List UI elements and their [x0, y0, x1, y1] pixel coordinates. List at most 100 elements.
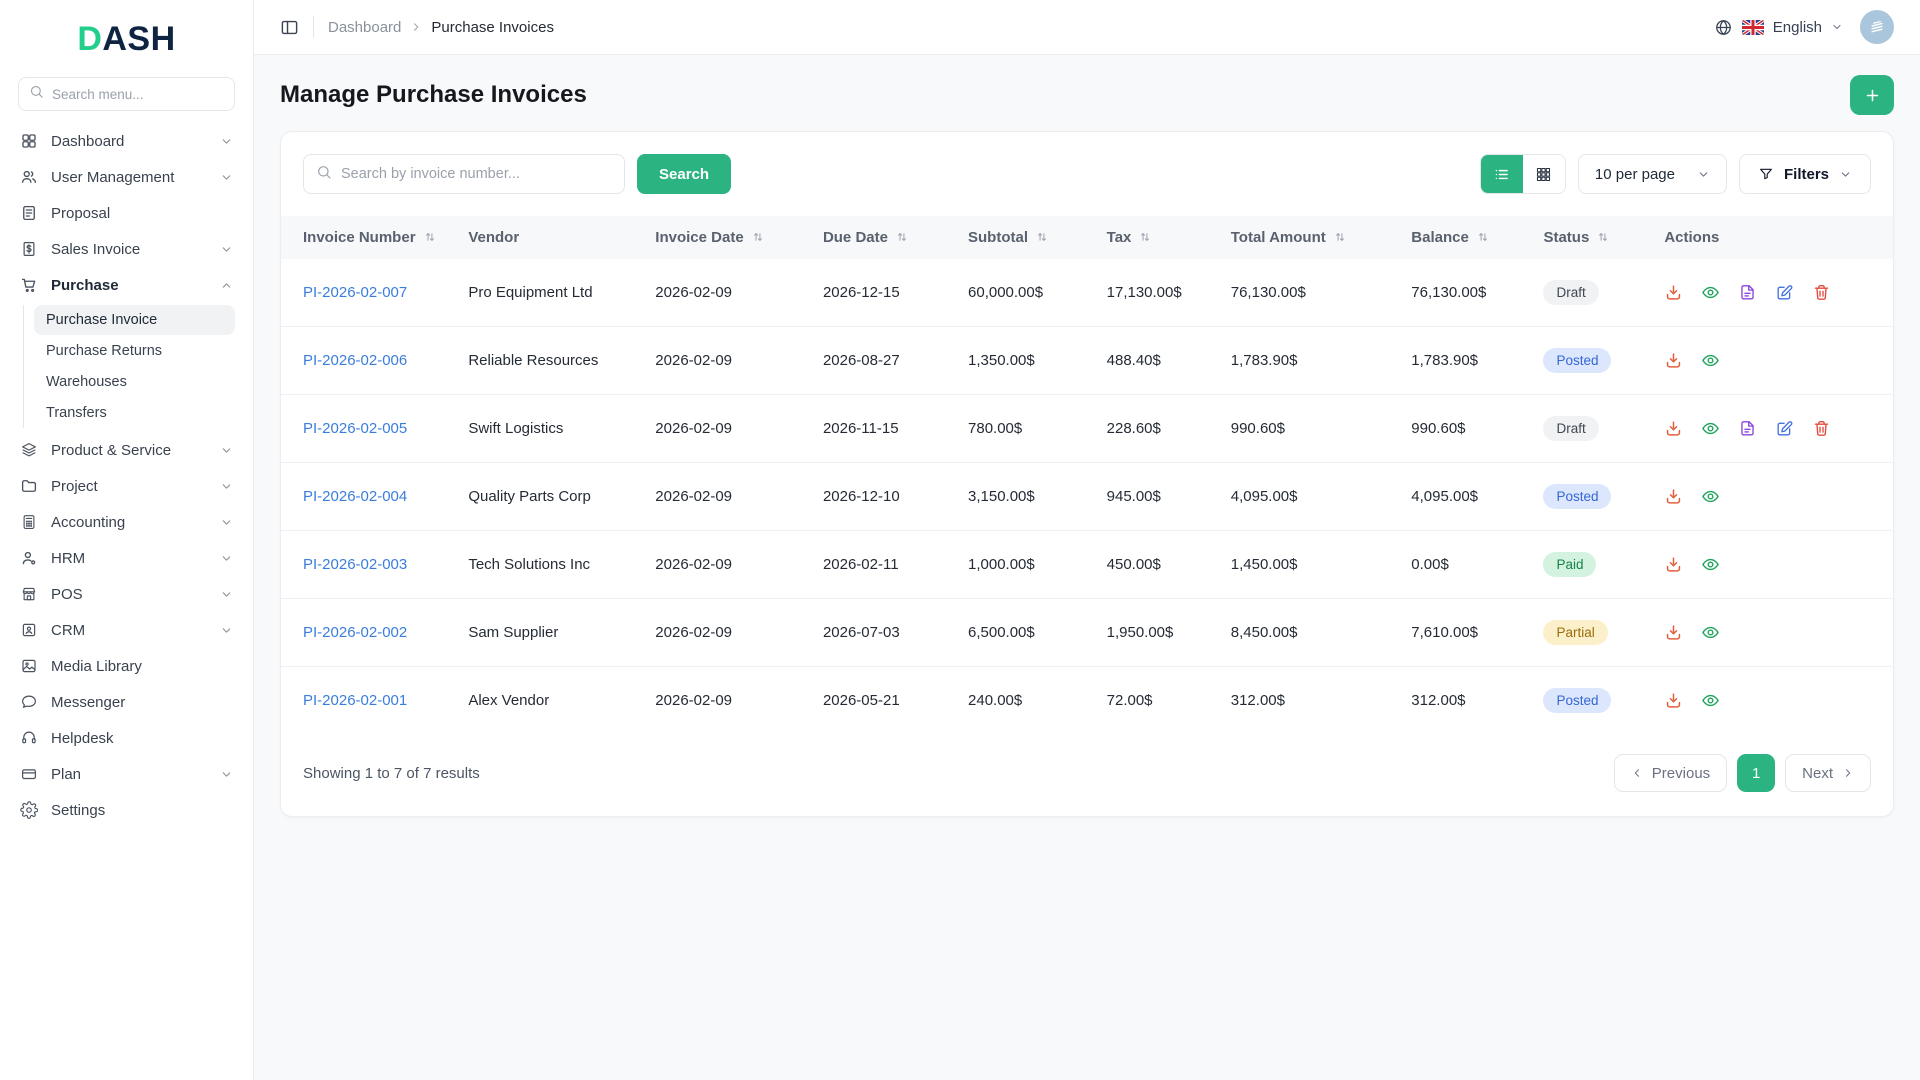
sidebar-item-product-service[interactable]: Product & Service — [18, 432, 235, 468]
download-action-icon[interactable] — [1664, 555, 1683, 574]
column-header-due-date[interactable]: Due Date — [812, 216, 959, 259]
invoice-link[interactable]: PI-2026-02-003 — [303, 556, 408, 573]
toolbar: Search 10 per page Filters — [281, 132, 1893, 216]
sidebar-item-hrm[interactable]: HRM — [18, 540, 235, 576]
sidebar-subitem-purchase-invoice[interactable]: Purchase Invoice — [34, 305, 235, 335]
download-action-icon[interactable] — [1664, 691, 1683, 710]
list-view-toggle[interactable] — [1480, 155, 1523, 193]
cell-status: Partial — [1533, 598, 1655, 667]
search-button[interactable]: Search — [637, 154, 732, 194]
download-action-icon[interactable] — [1664, 351, 1683, 370]
view-action-icon[interactable] — [1701, 555, 1720, 574]
next-page-button[interactable]: Next — [1785, 754, 1871, 792]
search-icon — [316, 164, 332, 185]
invoice-link[interactable]: PI-2026-02-005 — [303, 420, 408, 437]
invoice-link[interactable]: PI-2026-02-004 — [303, 488, 408, 505]
filters-button[interactable]: Filters — [1738, 154, 1871, 194]
document-action-icon[interactable] — [1738, 419, 1757, 438]
column-label: Subtotal — [968, 229, 1029, 246]
cell-actions — [1654, 394, 1893, 463]
column-header-status[interactable]: Status — [1533, 216, 1655, 259]
sidebar-item-dashboard[interactable]: Dashboard — [18, 123, 235, 159]
view-action-icon[interactable] — [1701, 623, 1720, 642]
sort-icon[interactable] — [1476, 230, 1490, 244]
sidebar-item-sales-invoice[interactable]: Sales Invoice — [18, 231, 235, 267]
sidebar-item-messenger[interactable]: Messenger — [18, 684, 235, 720]
sidebar-item-helpdesk[interactable]: Helpdesk — [18, 720, 235, 756]
cell-total-amount: 312.00$ — [1220, 666, 1402, 734]
cell-tax: 488.40$ — [1096, 326, 1221, 395]
cell-total-amount: 990.60$ — [1220, 394, 1402, 463]
download-action-icon[interactable] — [1664, 419, 1683, 438]
invoice-search-input[interactable] — [341, 166, 612, 182]
language-label[interactable]: English — [1772, 18, 1822, 36]
cell-balance: 4,095.00$ — [1401, 462, 1534, 531]
topbar-divider — [313, 16, 314, 38]
grid-view-toggle[interactable] — [1522, 155, 1565, 193]
invoice-link[interactable]: PI-2026-02-006 — [303, 352, 408, 369]
cell-status: Draft — [1533, 259, 1654, 327]
sidebar-toggle-icon[interactable] — [280, 18, 299, 37]
sort-icon[interactable] — [751, 230, 765, 244]
sidebar-item-media-library[interactable]: Media Library — [18, 648, 235, 684]
edit-action-icon[interactable] — [1775, 283, 1794, 302]
column-header-balance[interactable]: Balance — [1401, 216, 1534, 259]
sidebar-item-project[interactable]: Project — [18, 468, 235, 504]
view-action-icon[interactable] — [1701, 487, 1720, 506]
previous-page-button[interactable]: Previous — [1613, 754, 1728, 792]
chevron-down-icon — [220, 516, 233, 529]
sidebar-search-input[interactable] — [52, 86, 224, 102]
chevron-down-icon[interactable] — [1831, 21, 1843, 33]
sidebar-item-label: Sales Invoice — [51, 240, 141, 258]
download-action-icon[interactable] — [1664, 283, 1683, 302]
view-action-icon[interactable] — [1701, 419, 1720, 438]
sort-icon[interactable] — [1596, 230, 1610, 244]
edit-action-icon[interactable] — [1775, 419, 1794, 438]
download-action-icon[interactable] — [1664, 487, 1683, 506]
sort-icon[interactable] — [895, 230, 909, 244]
add-invoice-button[interactable] — [1850, 75, 1894, 115]
column-header-total-amount[interactable]: Total Amount — [1220, 216, 1402, 259]
per-page-select[interactable]: 10 per page — [1577, 154, 1727, 194]
sort-icon[interactable] — [1138, 230, 1152, 244]
page-number-button[interactable]: 1 — [1737, 754, 1776, 792]
column-header-invoice-number[interactable]: Invoice Number — [281, 216, 459, 259]
sidebar-item-crm[interactable]: CRM — [18, 612, 235, 648]
id-card-icon — [20, 621, 38, 639]
sidebar-item-purchase[interactable]: Purchase — [18, 267, 235, 303]
column-header-vendor: Vendor — [458, 216, 646, 259]
document-action-icon[interactable] — [1738, 283, 1757, 302]
delete-action-icon[interactable] — [1812, 283, 1831, 302]
sort-icon[interactable] — [1333, 230, 1347, 244]
view-action-icon[interactable] — [1701, 691, 1720, 710]
sidebar-subitem-warehouses[interactable]: Warehouses — [46, 374, 127, 390]
sidebar: DASH Dashboard User Management Proposal Sal… — [0, 0, 254, 1080]
download-action-icon[interactable] — [1664, 623, 1683, 642]
invoice-link[interactable]: PI-2026-02-001 — [303, 692, 408, 709]
sidebar-item-label: Product & Service — [51, 441, 172, 459]
view-action-icon[interactable] — [1701, 283, 1720, 302]
delete-action-icon[interactable] — [1812, 419, 1831, 438]
column-header-subtotal[interactable]: Subtotal — [958, 216, 1097, 259]
invoice-link[interactable]: PI-2026-02-002 — [303, 624, 408, 641]
image-icon — [20, 657, 38, 675]
sort-icon[interactable] — [423, 230, 437, 244]
sidebar-item-pos[interactable]: POS — [18, 576, 235, 612]
sidebar-subitem-purchase-returns[interactable]: Purchase Returns — [46, 343, 163, 359]
sort-icon[interactable] — [1035, 230, 1049, 244]
breadcrumb-dashboard[interactable]: Dashboard — [328, 18, 402, 36]
view-action-icon[interactable] — [1701, 351, 1720, 370]
sidebar-subitem-transfers[interactable]: Transfers — [46, 405, 107, 421]
sidebar-item-accounting[interactable]: Accounting — [18, 504, 235, 540]
invoice-link[interactable]: PI-2026-02-007 — [303, 284, 408, 301]
column-header-tax[interactable]: Tax — [1096, 216, 1221, 259]
sidebar-item-settings[interactable]: Settings — [18, 792, 235, 828]
invoice-search — [303, 154, 625, 194]
sidebar-item-plan[interactable]: Plan — [18, 756, 235, 792]
globe-icon[interactable] — [1714, 18, 1733, 37]
column-header-invoice-date[interactable]: Invoice Date — [645, 216, 813, 259]
cell-due-date: 2026-05-21 — [812, 666, 959, 734]
avatar[interactable] — [1860, 10, 1894, 44]
sidebar-item-proposal[interactable]: Proposal — [18, 195, 235, 231]
sidebar-item-user-management[interactable]: User Management — [18, 159, 235, 195]
